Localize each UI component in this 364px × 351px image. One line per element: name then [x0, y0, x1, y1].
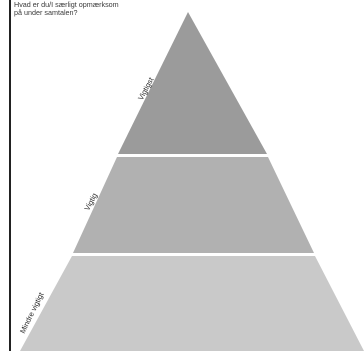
- tier-middle-shape: [73, 157, 314, 253]
- question-line-1: Hvad er du/I særligt opmærksom: [14, 0, 119, 9]
- tier-top-shape: [118, 12, 267, 154]
- tier-bottom-shape: [20, 256, 364, 351]
- left-border-line: [9, 0, 11, 351]
- question-heading: Hvad er du/I særligt opmærksom på under …: [14, 1, 214, 17]
- question-line-2: på under samtalen?: [14, 8, 78, 17]
